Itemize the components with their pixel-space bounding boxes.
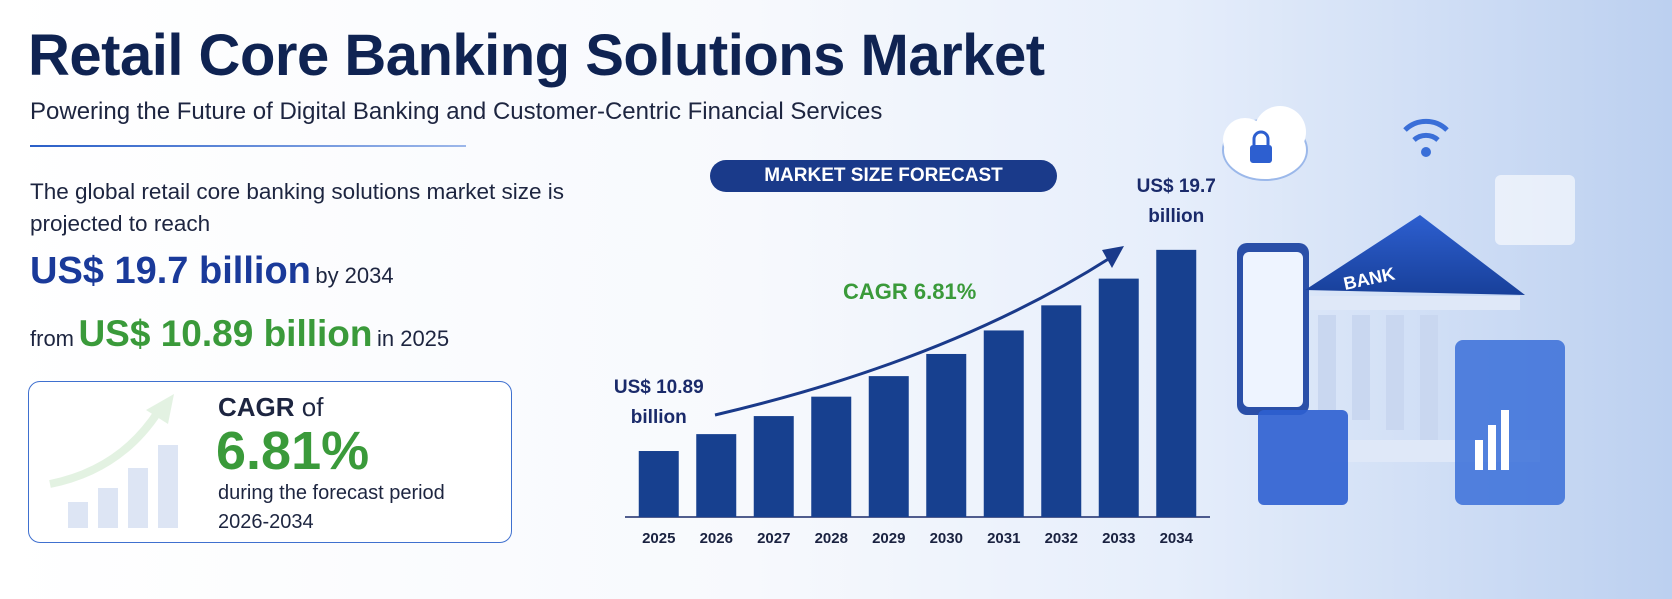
subtitle: Powering the Future of Digital Banking a… xyxy=(30,98,883,125)
divider xyxy=(30,145,466,147)
start-value: US$ 10.89 billion xyxy=(78,313,373,354)
end-value: US$ 19.7 billion xyxy=(30,250,311,292)
start-line: from US$ 10.89 billion in 2025 xyxy=(30,313,449,355)
cagr-label: CAGR xyxy=(218,392,295,422)
cagr-value: 6.81% xyxy=(216,421,370,481)
chart-title: MARKET SIZE FORECAST xyxy=(710,160,1057,192)
cagr-label-suffix: of xyxy=(301,392,324,422)
end-line: US$ 19.7 billion by 2034 xyxy=(30,250,394,293)
cagr-caption: during the forecast period xyxy=(218,482,445,504)
start-prefix: from xyxy=(30,326,74,351)
intro-text: The global retail core banking solutions… xyxy=(30,179,565,236)
start-suffix: in 2025 xyxy=(376,326,450,351)
cagr-period: 2026-2034 xyxy=(218,511,314,533)
value-label: US$ 10.89 billion xyxy=(613,377,704,428)
cagr-heading: CAGR of xyxy=(218,392,323,423)
chart-annotation: CAGR 6.81% xyxy=(843,279,977,304)
title: Retail Core Banking Solutions Market xyxy=(28,23,1045,88)
end-suffix: by 2034 xyxy=(315,263,394,288)
cagr-icon xyxy=(28,381,228,541)
cagr-box xyxy=(28,381,512,543)
value-label: US$ 19.7 billion xyxy=(1136,175,1216,227)
